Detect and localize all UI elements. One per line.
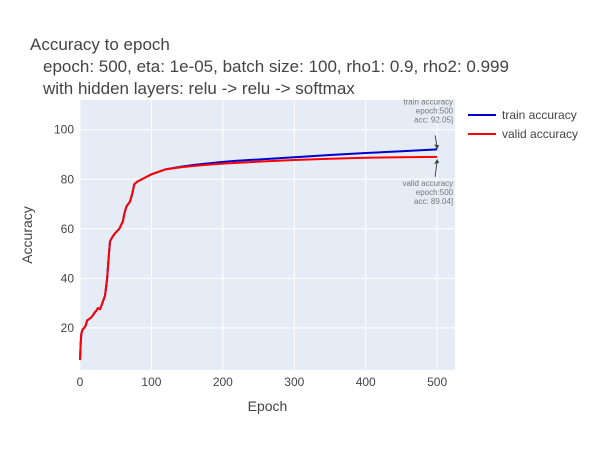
chart-title: Accuracy to epoch <box>30 35 170 54</box>
annotation-arrowhead <box>434 158 440 164</box>
plot-area <box>80 100 455 370</box>
x-tick-label: 200 <box>213 375 233 389</box>
y-tick-label: 40 <box>61 271 75 285</box>
chart-subtitle-line-2: with hidden layers: relu -> relu -> soft… <box>42 79 355 98</box>
annotation-text: train accuracy <box>403 97 453 106</box>
y-tick-label: 60 <box>61 222 75 236</box>
x-tick-label: 100 <box>141 375 161 389</box>
legend-item-valid-accuracy[interactable]: valid accuracy <box>468 127 578 141</box>
legend-label: valid accuracy <box>502 127 578 141</box>
annotation-arrow <box>434 160 438 177</box>
x-tick-label: 0 <box>77 375 84 389</box>
annotation-text: valid accuracy <box>402 179 453 188</box>
x-axis-label: Epoch <box>248 398 288 414</box>
x-tick-label: 400 <box>356 375 376 389</box>
annotation-text: acc: 92.05] <box>414 115 453 124</box>
x-tick-label: 500 <box>427 375 447 389</box>
legend: train accuracy valid accuracy <box>468 108 578 141</box>
series-lines <box>79 148 438 361</box>
annotation-text: epoch:500 <box>416 106 454 115</box>
y-axis-label: Accuracy <box>19 206 35 264</box>
series-line-valid-accuracy <box>79 155 438 361</box>
legend-item-train-accuracy[interactable]: train accuracy <box>468 108 577 122</box>
y-tick-label: 100 <box>54 123 74 137</box>
y-tick-label: 20 <box>61 321 75 335</box>
tick-labels: 0 100 200 300 400 500 20 40 60 80 100 <box>54 123 448 389</box>
annotation-arrowhead <box>434 144 440 150</box>
y-tick-label: 80 <box>61 172 75 186</box>
annotation-text: acc: 89.04] <box>414 197 453 206</box>
annotation-text: epoch:500 <box>416 188 454 197</box>
legend-label: train accuracy <box>502 108 577 122</box>
x-tick-label: 300 <box>284 375 304 389</box>
chart-subtitle-line-1: epoch: 500, eta: 1e-05, batch size: 100,… <box>43 57 509 76</box>
